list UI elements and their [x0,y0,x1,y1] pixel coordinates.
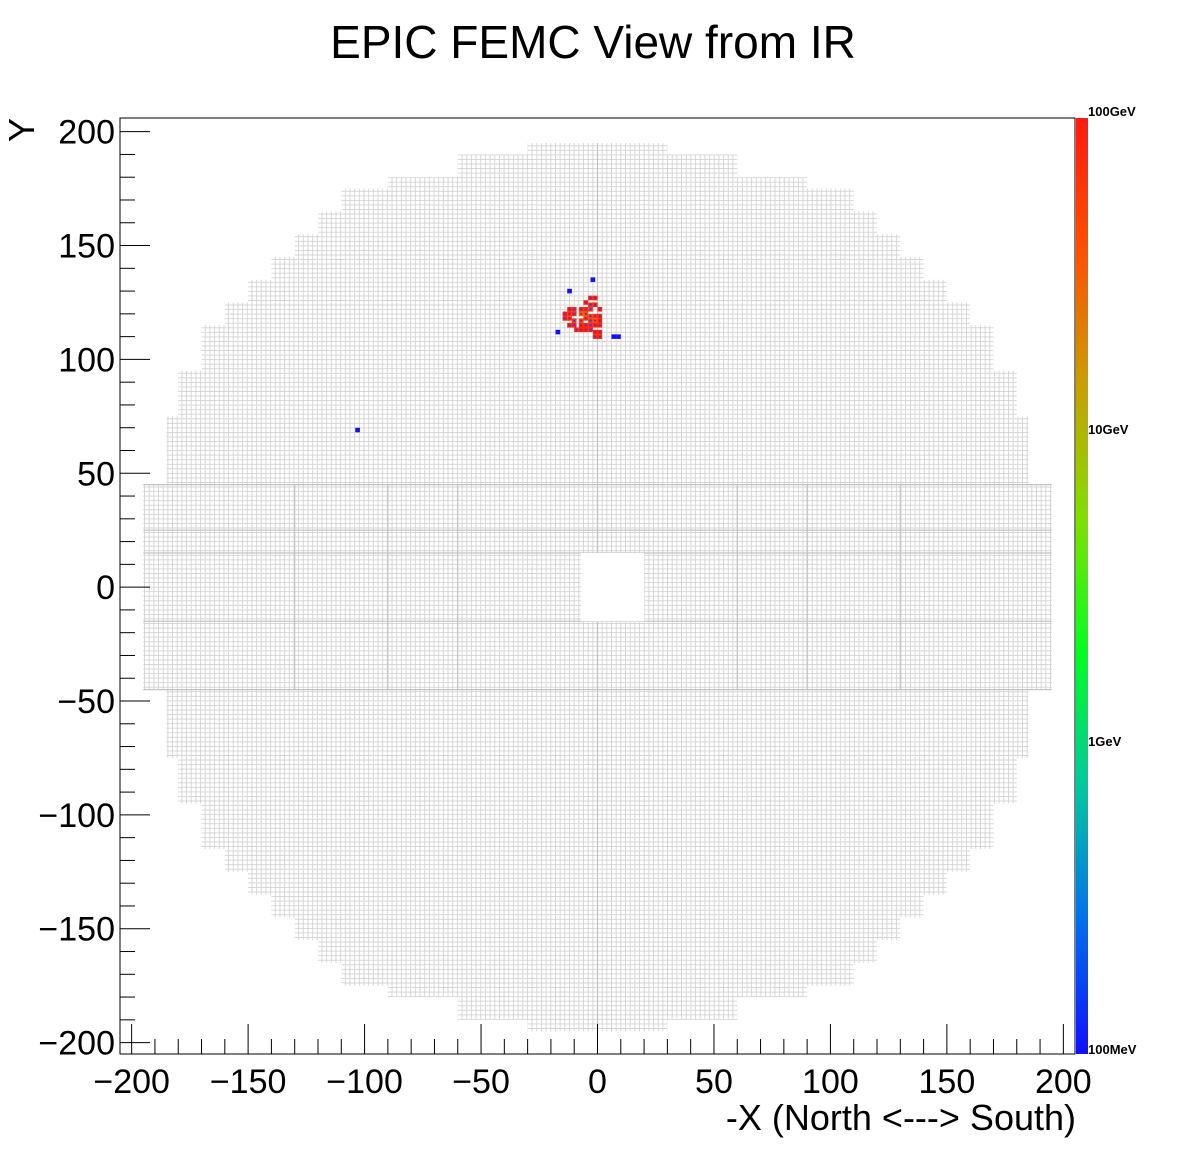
x-tick-label: −150 [210,1063,287,1101]
colorbar-label: 10GeV [1088,422,1129,437]
hit-center [589,308,592,311]
hit-center [575,329,578,331]
hit-center [580,319,582,322]
hit-center [598,308,601,311]
hit-center [573,313,575,315]
x-axis-label: -X (North <---> South) [726,1097,1076,1138]
hit-center [598,331,601,333]
y-tick-label: −50 [57,683,115,721]
hit-center [598,324,601,327]
y-tick-label: 150 [58,228,115,266]
hit-center [580,324,582,327]
hit-center [598,335,601,338]
y-tick-label: 100 [58,341,115,379]
energy-hits [355,277,621,433]
hit-center [580,308,582,311]
hit-center [573,308,575,311]
x-tick-label: −200 [93,1063,170,1101]
detector-grid [143,143,1052,1032]
plot-axes: −200 −150 −100 −50 0 50 100 150 200 −200 −150 −100 −… [38,114,1091,1101]
x-tick-label: 0 [588,1063,607,1101]
hit-center [585,324,587,327]
x-tick-label: 100 [802,1063,859,1101]
y-tick-label: −150 [38,911,115,949]
y-tick-label: 0 [96,569,115,607]
hit-cell [567,288,572,294]
x-tick-label: 150 [919,1063,976,1101]
hit-center [594,324,596,327]
hit-cell [611,334,617,339]
hit-cell [355,427,360,433]
hit-center [594,319,596,322]
hit-center [598,319,601,322]
x-tick-label: −50 [452,1063,510,1101]
hit-center [580,329,582,331]
hit-center [585,301,587,304]
hit-center [594,303,596,306]
energy-colorbar: 100GeV 10GeV 1GeV 100MeV [1076,104,1137,1057]
beam-pipe-hole [581,552,645,622]
x-tick-label: 200 [1035,1063,1092,1101]
hit-center [594,315,596,317]
hit-center [564,313,566,315]
hit-center [589,303,592,306]
colorbar-gradient [1076,118,1088,1054]
hit-center [568,308,571,311]
hit-center [580,313,582,315]
hit-center [589,324,592,327]
hit-center [564,317,566,320]
hit-center [568,317,571,320]
hit-center [585,317,587,320]
hit-cell [590,277,596,282]
hit-center [589,297,592,299]
y-tick-label: 50 [77,455,115,493]
colorbar-label: 100MeV [1088,1042,1137,1057]
hit-center [585,308,587,311]
colorbar-label: 1GeV [1088,734,1122,749]
hit-center [568,313,571,315]
hit-center [585,329,587,331]
hit-center [589,329,592,331]
hit-center [594,297,596,299]
y-tick-label: −100 [38,797,115,835]
colorbar-label: 100GeV [1088,104,1136,119]
hit-center [568,324,571,327]
hit-cell [616,334,621,339]
hit-center [594,331,596,333]
hit-center [589,315,592,317]
x-tick-label: −100 [326,1063,403,1101]
hit-center [589,319,592,322]
hit-center [594,335,596,338]
hit-center [573,324,575,327]
y-tick-label: −200 [38,1025,115,1063]
chart-title: EPIC FEMC View from IR [330,16,856,68]
y-axis-label: Y [1,118,42,142]
x-tick-label: 50 [695,1063,733,1101]
hit-cell [555,329,561,335]
hit-center [573,319,575,322]
hit-center [585,313,587,315]
hit-center [598,315,601,317]
y-tick-label: 200 [58,114,115,152]
